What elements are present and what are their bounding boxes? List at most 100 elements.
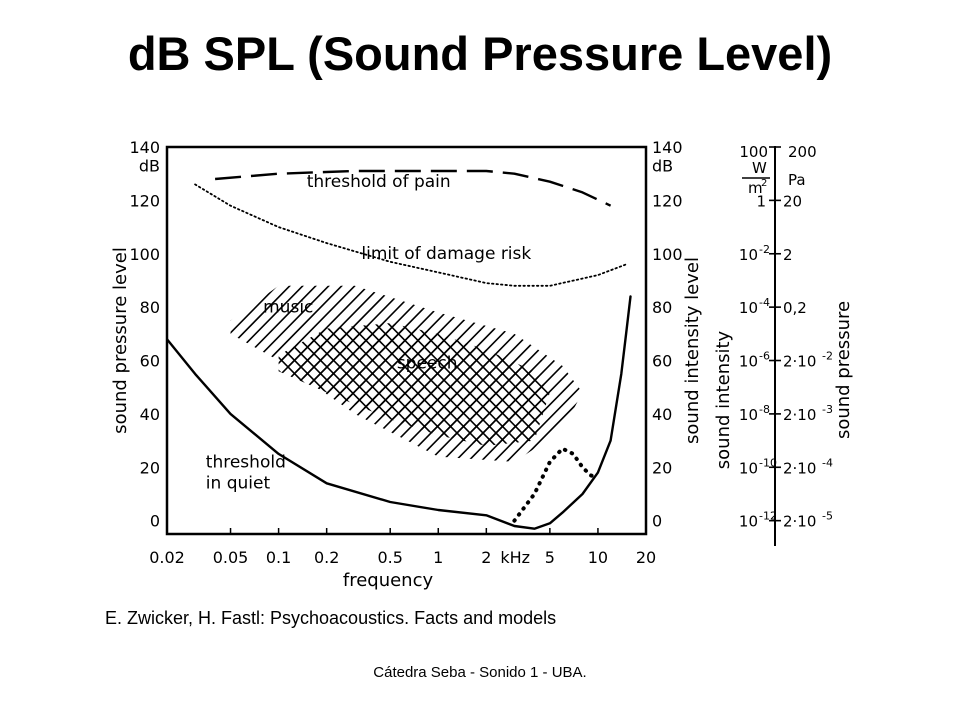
hatch-line: [285, 285, 583, 462]
y-tick-label-left: 100: [129, 245, 160, 264]
series-threshold-of-pain: [215, 169, 612, 207]
hatch-line: [767, 127, 960, 554]
hatch-line: [871, 127, 960, 554]
hatch-line: [230, 285, 512, 462]
hatch-line: [0, 127, 95, 554]
hatch-line: [230, 285, 330, 462]
hatch-line: [949, 127, 960, 554]
hatch-line: [0, 127, 69, 554]
hatch-line: [0, 127, 95, 554]
x-tick-label: 0.1: [266, 548, 291, 567]
hatch-line: [278, 323, 343, 446]
hatch-line: [278, 323, 550, 446]
hatch-line: [0, 127, 108, 554]
hatch-line: [949, 127, 960, 554]
pressure-value: 20: [783, 192, 802, 210]
intensity-value: 10: [739, 299, 758, 317]
pressure-exponent: -5: [822, 510, 833, 523]
intensity-unit-top: W: [752, 159, 767, 177]
hatch-line: [0, 127, 121, 554]
series-limit-of-damage-risk: [194, 183, 627, 287]
hatch-line: [0, 127, 43, 554]
hatch-line: [897, 127, 960, 554]
pressure-unit: Pa: [788, 171, 806, 189]
x-tick-label: 0.5: [377, 548, 402, 567]
hatch-line: [780, 127, 960, 554]
x-axis-label: frequency: [343, 570, 434, 591]
hatch-line: [0, 127, 108, 554]
hatch-line: [532, 323, 550, 446]
hatch-line: [663, 127, 960, 554]
intensity-exponent: -10: [759, 456, 777, 469]
y-tick-label-left: 60: [140, 352, 160, 371]
hatch-line: [793, 127, 960, 554]
hatch-line: [278, 323, 330, 446]
hatch-line: [858, 127, 960, 554]
hatch-line: [389, 323, 550, 446]
hatch-line: [923, 127, 960, 554]
hatch-line: [897, 127, 960, 554]
hatch-line: [0, 127, 56, 554]
hatch-line: [230, 285, 486, 462]
hatch-line: [278, 323, 550, 446]
x-unit-label: kHz: [500, 548, 530, 567]
hatch-line: [278, 323, 550, 446]
hatch-line: [936, 127, 960, 554]
hatch-line: [923, 127, 960, 554]
hatch-line: [910, 127, 960, 554]
y-tick-label-left: 0: [150, 512, 160, 531]
hatch-line: [585, 127, 960, 554]
hatch-line: [884, 127, 960, 554]
x-tick-label: 20: [636, 548, 656, 567]
hatch-line: [311, 285, 583, 462]
hatch-line: [754, 127, 960, 554]
side-label-pressure: sound pressure: [833, 301, 854, 439]
annotation-music: music: [263, 297, 313, 317]
x-tick-label: 0.2: [314, 548, 339, 567]
hatch-line: [910, 127, 960, 554]
hatch-line: [259, 285, 583, 462]
hatch-line: [923, 127, 960, 554]
hatch-line: [845, 127, 960, 554]
y-unit-left: dB: [139, 157, 160, 176]
y-tick-label-left: 20: [140, 458, 160, 477]
intensity-exponent: -4: [759, 296, 770, 309]
annotation-speech: speech: [397, 354, 458, 374]
hatch-line: [585, 127, 960, 554]
hatch-line: [278, 323, 330, 446]
hatch-line: [278, 323, 343, 446]
hatch-line: [0, 127, 121, 554]
hatch-line: [0, 127, 82, 554]
hatch-line: [0, 127, 212, 554]
y-tick-label-right: 20: [652, 458, 672, 477]
intensity-value: 10: [739, 246, 758, 264]
hatch-line: [0, 127, 69, 554]
intensity-exponent: -2: [759, 243, 770, 256]
hatch-line: [585, 127, 960, 554]
hatch-line: [910, 127, 960, 554]
y-axis-label-right: sound intensity level: [682, 257, 703, 444]
y-tick-label-right: 120: [652, 191, 683, 210]
hatch-line: [572, 127, 960, 554]
hatch-line: [767, 127, 960, 554]
pressure-value: 2·10: [783, 459, 816, 477]
series-3: [512, 446, 600, 523]
footer: Cátedra Seba - Sonido 1 - UBA.: [373, 664, 587, 681]
pressure-exponent: -3: [822, 403, 833, 416]
hatch-line: [871, 127, 960, 554]
y-tick-label-right: 100: [652, 245, 683, 264]
hatch-line: [754, 127, 960, 554]
hatch-line: [0, 127, 69, 554]
hatch-line: [0, 127, 4, 554]
y-tick-label-right: 140: [652, 138, 683, 157]
hatch-line: [428, 323, 550, 446]
intensity-value: 1: [756, 192, 766, 210]
hatch-line: [663, 127, 960, 554]
intensity-value: 100: [739, 143, 768, 161]
hatch-line: [571, 285, 583, 462]
intensity-unit-exponent: 2: [761, 178, 767, 189]
y-tick-label-right: 0: [652, 512, 662, 531]
hatch-line: [278, 323, 550, 446]
y-tick-label-left: 120: [129, 191, 160, 210]
